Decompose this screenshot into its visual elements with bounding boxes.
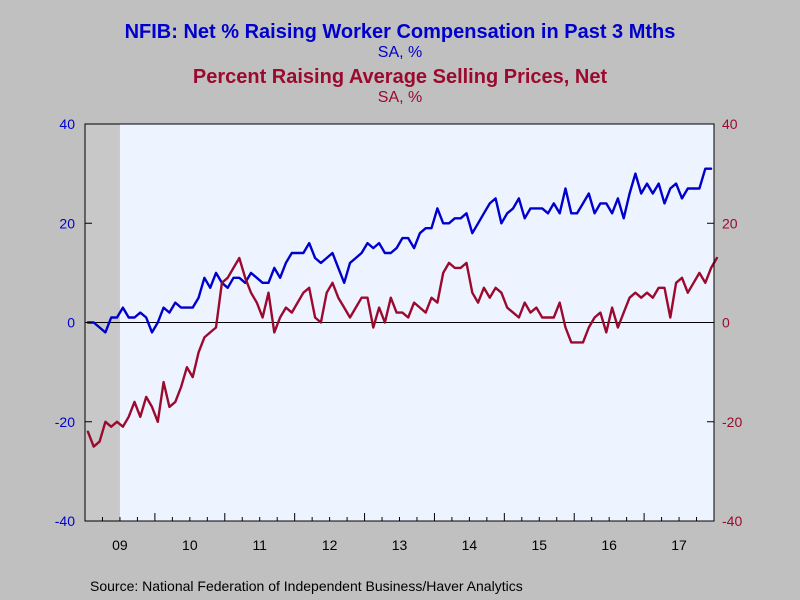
- x-axis-tick-label: 11: [252, 537, 267, 553]
- right-axis-tick-label: -20: [722, 414, 742, 430]
- chart-title-units: SA, %: [378, 44, 422, 61]
- x-axis-tick-label: 17: [671, 537, 687, 553]
- series-line-worker-compensation: [86, 167, 713, 334]
- chart-title: NFIB: Net % Raising Worker Compensation …: [125, 21, 676, 43]
- x-axis-tick-label: 10: [182, 537, 198, 553]
- right-axis-tick-label: 20: [722, 215, 738, 231]
- left-axis-tick-label: -40: [55, 513, 75, 529]
- left-axis-tick-label: 0: [67, 315, 75, 331]
- x-axis: 09 10 11 12 13 14 15 16 17: [101, 513, 698, 553]
- left-axis-tick-label: -20: [55, 414, 75, 430]
- left-axis-tick-label: 40: [59, 116, 75, 132]
- right-axis-tick-label: -40: [722, 513, 742, 529]
- x-axis-tick-label: 14: [462, 537, 478, 553]
- right-axis-tick-label: 0: [722, 315, 730, 331]
- left-axis: -40 -20 0 20 40: [55, 116, 92, 529]
- chart-subtitle: Percent Raising Average Selling Prices, …: [193, 66, 608, 88]
- right-axis-tick-label: 40: [722, 116, 738, 132]
- x-axis-tick-label: 12: [322, 537, 338, 553]
- right-axis: -40 -20 0 20 40: [707, 116, 742, 529]
- x-axis-tick-label: 16: [601, 537, 617, 553]
- source-note: Source: National Federation of Independe…: [90, 578, 523, 594]
- left-axis-tick-label: 20: [59, 215, 75, 231]
- series-line-selling-prices: [86, 256, 719, 448]
- series-layer: [86, 167, 719, 448]
- x-axis-tick-label: 15: [531, 537, 547, 553]
- x-axis-tick-label: 13: [392, 537, 408, 553]
- x-axis-tick-label: 09: [112, 537, 128, 553]
- chart-subtitle-units: SA, %: [378, 89, 422, 106]
